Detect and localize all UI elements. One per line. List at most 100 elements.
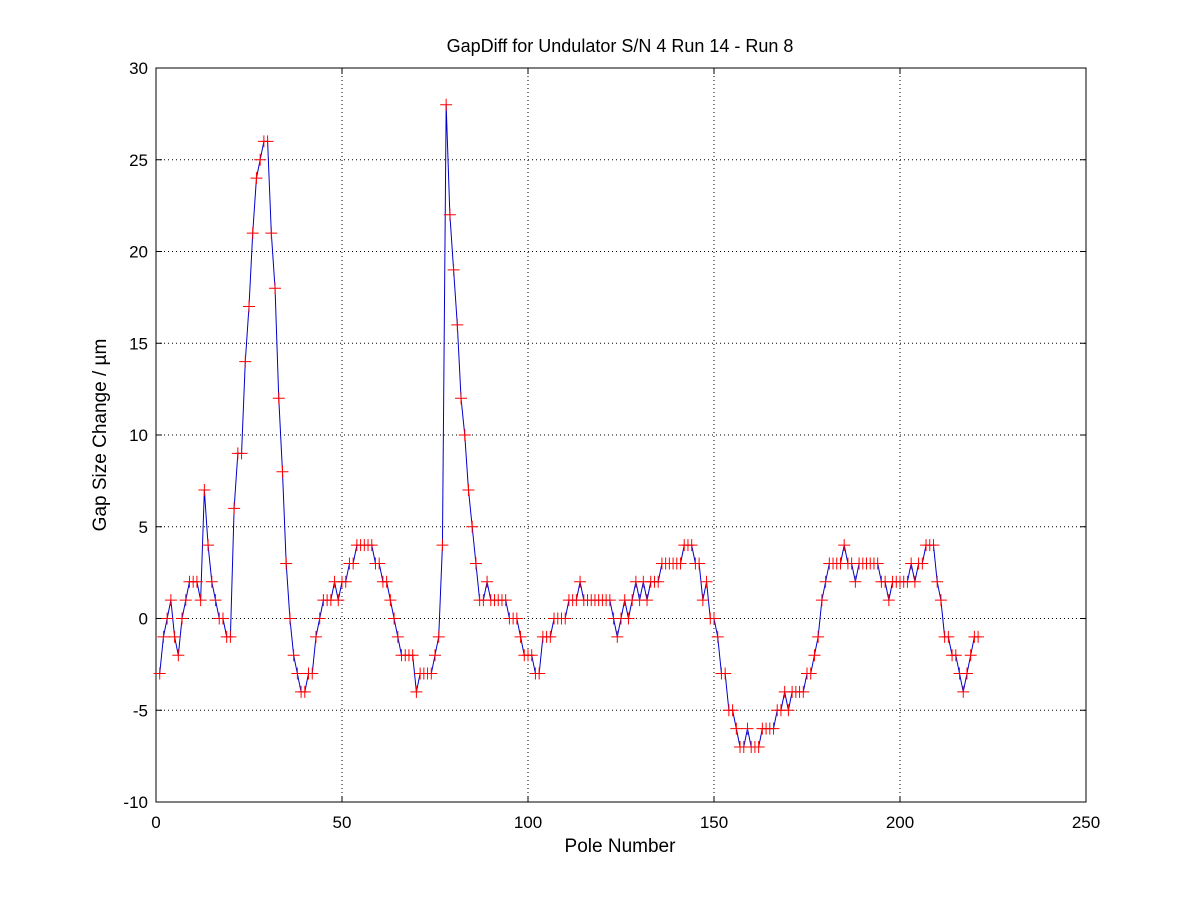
data-point	[168, 630, 181, 643]
data-point	[481, 575, 494, 588]
y-tick-label: 25	[129, 151, 148, 170]
data-point	[250, 172, 263, 185]
data-point	[190, 575, 203, 588]
data-point	[228, 502, 241, 515]
data-point	[198, 484, 211, 497]
data-point	[812, 630, 825, 643]
data-point	[782, 704, 795, 717]
data-point	[849, 575, 862, 588]
x-axis-label: Pole Number	[565, 836, 677, 857]
y-tick-label: 10	[129, 426, 148, 445]
data-point	[957, 685, 970, 698]
data-point	[440, 98, 453, 111]
data-point	[306, 667, 319, 680]
data-point	[942, 630, 955, 643]
data-point	[838, 539, 851, 552]
data-point	[451, 318, 464, 331]
data-point	[239, 355, 252, 368]
data-point	[205, 575, 218, 588]
data-point	[767, 722, 780, 735]
data-point	[603, 594, 616, 607]
y-tick-label: 20	[129, 243, 148, 262]
data-point	[641, 594, 654, 607]
y-tick-label: -5	[133, 701, 148, 720]
data-point	[466, 520, 479, 533]
data-point	[949, 649, 962, 662]
data-point	[269, 282, 282, 295]
data-point	[916, 557, 929, 570]
x-tick-label: 100	[514, 813, 542, 832]
data-point	[280, 557, 293, 570]
data-point	[209, 594, 222, 607]
data-point	[246, 227, 259, 240]
data-point	[243, 300, 255, 313]
x-tick-label: 250	[1072, 813, 1100, 832]
data-point	[235, 447, 248, 460]
data-point	[514, 630, 527, 643]
data-point	[172, 649, 185, 662]
data-point	[443, 208, 456, 221]
data-point	[693, 557, 706, 570]
data-point	[455, 392, 468, 405]
data-point	[313, 612, 326, 625]
data-point	[176, 612, 189, 625]
data-point	[611, 630, 624, 643]
data-point	[261, 135, 274, 148]
axis-ticks: 0 50 100 150 200 250 -10 -5 0 5 10 15 20 25 30	[123, 59, 1100, 832]
y-tick-label: 30	[129, 59, 148, 78]
data-point	[391, 630, 404, 643]
data-point	[469, 557, 482, 570]
data-point	[719, 667, 732, 680]
data-point	[436, 539, 449, 552]
data-markers	[153, 98, 985, 753]
data-point	[410, 685, 423, 698]
data-point	[462, 484, 475, 497]
chart-title: GapDiff for Undulator S/N 4 Run 14 - Run…	[447, 36, 794, 56]
y-tick-label: 5	[139, 518, 148, 537]
y-tick-label: 0	[139, 610, 148, 629]
data-point	[365, 539, 378, 552]
x-tick-label: 50	[333, 813, 352, 832]
data-point	[432, 630, 445, 643]
data-point	[708, 612, 720, 625]
data-point	[447, 263, 460, 276]
y-tick-label: -10	[123, 793, 148, 812]
data-point	[544, 630, 557, 643]
data-point	[815, 594, 828, 607]
data-point	[406, 649, 419, 662]
data-point	[216, 612, 229, 625]
data-point	[332, 594, 345, 607]
data-point	[161, 612, 174, 625]
x-tick-label: 0	[151, 813, 160, 832]
data-point	[726, 704, 739, 717]
data-point	[224, 630, 237, 643]
data-point	[752, 740, 765, 753]
x-tick-label: 150	[700, 813, 728, 832]
data-point	[808, 649, 821, 662]
data-point	[157, 630, 170, 643]
data-point	[819, 575, 832, 588]
data-point	[931, 575, 944, 588]
data-point	[700, 575, 713, 588]
data-point	[685, 539, 698, 552]
x-tick-label: 200	[886, 813, 914, 832]
data-point	[730, 722, 743, 735]
data-point	[429, 649, 441, 662]
data-point	[276, 465, 289, 478]
data-point	[153, 667, 166, 680]
data-point	[339, 575, 352, 588]
data-point	[384, 594, 397, 607]
data-point	[309, 630, 322, 643]
data-point	[287, 649, 300, 662]
data-point	[272, 392, 285, 405]
data-point	[797, 685, 810, 698]
data-point	[674, 557, 687, 570]
data-point	[525, 649, 538, 662]
data-point	[574, 575, 587, 588]
data-point	[164, 594, 177, 607]
data-point	[388, 612, 401, 625]
data-point	[908, 575, 921, 588]
series-line	[159, 104, 979, 748]
data-point	[194, 594, 207, 607]
